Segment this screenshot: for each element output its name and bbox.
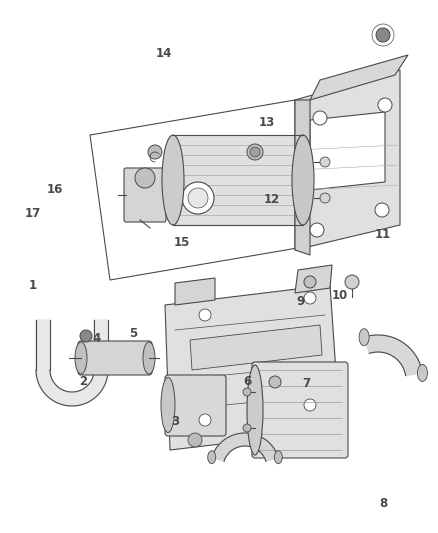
Circle shape <box>80 330 92 342</box>
Circle shape <box>310 223 324 237</box>
FancyBboxPatch shape <box>252 362 348 458</box>
Circle shape <box>304 276 316 288</box>
Ellipse shape <box>292 135 314 225</box>
Polygon shape <box>295 100 310 255</box>
Ellipse shape <box>143 342 155 374</box>
Circle shape <box>376 28 390 42</box>
Circle shape <box>199 414 211 426</box>
FancyBboxPatch shape <box>124 168 166 222</box>
FancyBboxPatch shape <box>78 341 152 375</box>
FancyBboxPatch shape <box>165 375 226 436</box>
Text: 9: 9 <box>296 295 304 308</box>
Ellipse shape <box>247 365 263 455</box>
Polygon shape <box>310 55 408 100</box>
Text: 12: 12 <box>263 193 280 206</box>
Text: 3: 3 <box>171 415 179 427</box>
Circle shape <box>243 424 251 432</box>
Circle shape <box>320 157 330 167</box>
Circle shape <box>320 193 330 203</box>
Ellipse shape <box>162 135 184 225</box>
Text: 14: 14 <box>156 47 173 60</box>
Polygon shape <box>165 285 340 450</box>
Circle shape <box>182 182 214 214</box>
Circle shape <box>304 399 316 411</box>
Text: 13: 13 <box>259 116 276 129</box>
Ellipse shape <box>208 451 215 464</box>
Circle shape <box>375 203 389 217</box>
Text: 8: 8 <box>379 497 387 510</box>
Circle shape <box>345 275 359 289</box>
Polygon shape <box>310 112 385 190</box>
Circle shape <box>199 309 211 321</box>
Circle shape <box>148 145 162 159</box>
Circle shape <box>313 111 327 125</box>
Text: 10: 10 <box>331 289 348 302</box>
Text: 5: 5 <box>130 327 138 340</box>
Ellipse shape <box>161 377 175 432</box>
Polygon shape <box>364 335 422 376</box>
Text: 17: 17 <box>25 207 41 220</box>
Text: 7: 7 <box>303 377 311 390</box>
Text: 16: 16 <box>46 183 63 196</box>
Circle shape <box>269 376 281 388</box>
Circle shape <box>243 388 251 396</box>
Circle shape <box>188 433 202 447</box>
Text: 6: 6 <box>244 375 251 387</box>
Polygon shape <box>295 70 400 250</box>
Circle shape <box>135 168 155 188</box>
Text: 2: 2 <box>79 375 87 387</box>
Polygon shape <box>190 325 322 370</box>
Polygon shape <box>36 320 108 406</box>
Polygon shape <box>173 135 303 225</box>
Polygon shape <box>175 278 215 305</box>
Text: 1: 1 <box>29 279 37 292</box>
Circle shape <box>250 147 260 157</box>
Polygon shape <box>295 265 332 293</box>
Ellipse shape <box>417 365 427 382</box>
Ellipse shape <box>75 342 87 374</box>
Circle shape <box>378 98 392 112</box>
Circle shape <box>247 144 263 160</box>
Ellipse shape <box>274 451 282 464</box>
Circle shape <box>304 292 316 304</box>
Text: 15: 15 <box>173 236 190 249</box>
Text: 4: 4 <box>92 332 100 345</box>
Text: 11: 11 <box>375 228 392 241</box>
Circle shape <box>188 188 208 208</box>
Polygon shape <box>212 433 278 461</box>
Polygon shape <box>90 100 315 280</box>
Ellipse shape <box>359 329 369 346</box>
